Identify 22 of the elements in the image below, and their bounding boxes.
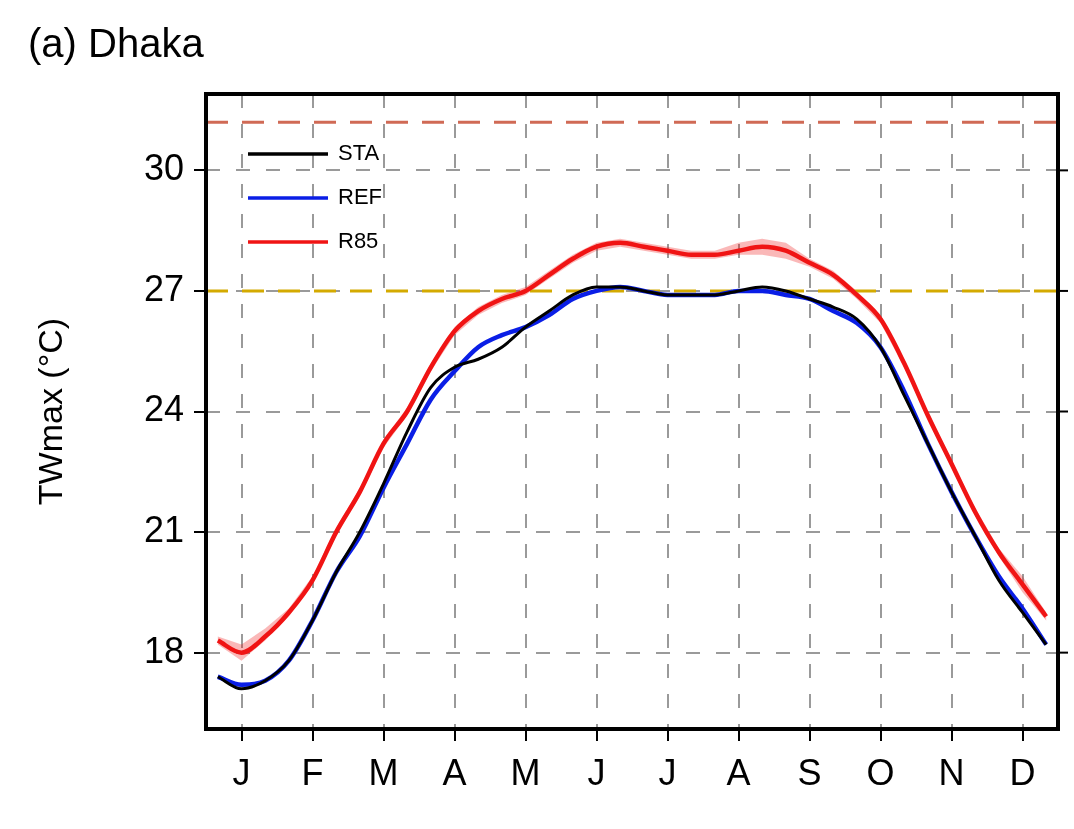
x-tick-label: J — [587, 751, 606, 793]
x-tick-label: S — [797, 751, 822, 793]
x-tick-label: F — [301, 751, 324, 793]
x-tick-label: J — [232, 751, 251, 793]
y-tick-label: 30 — [143, 147, 184, 189]
y-axis-title: TWmax (°C) — [30, 317, 69, 506]
y-tick-label: 27 — [143, 267, 184, 309]
y-tick-label: 21 — [143, 508, 184, 550]
x-tick-label: J — [658, 751, 677, 793]
chart-title: (a) Dhaka — [28, 21, 205, 66]
legend-label: R85 — [338, 228, 379, 254]
x-tick-label: M — [368, 751, 399, 793]
x-tick-label: M — [510, 751, 541, 793]
x-tick-label: A — [726, 751, 751, 793]
legend-label: REF — [338, 184, 382, 210]
x-tick-label: O — [866, 751, 895, 793]
x-tick-label: D — [1009, 751, 1036, 793]
y-tick-label: 24 — [143, 388, 184, 430]
x-tick-label: N — [938, 751, 965, 793]
y-tick-label: 18 — [143, 629, 184, 671]
legend-label: STA — [338, 140, 380, 166]
x-tick-label: A — [442, 751, 467, 793]
